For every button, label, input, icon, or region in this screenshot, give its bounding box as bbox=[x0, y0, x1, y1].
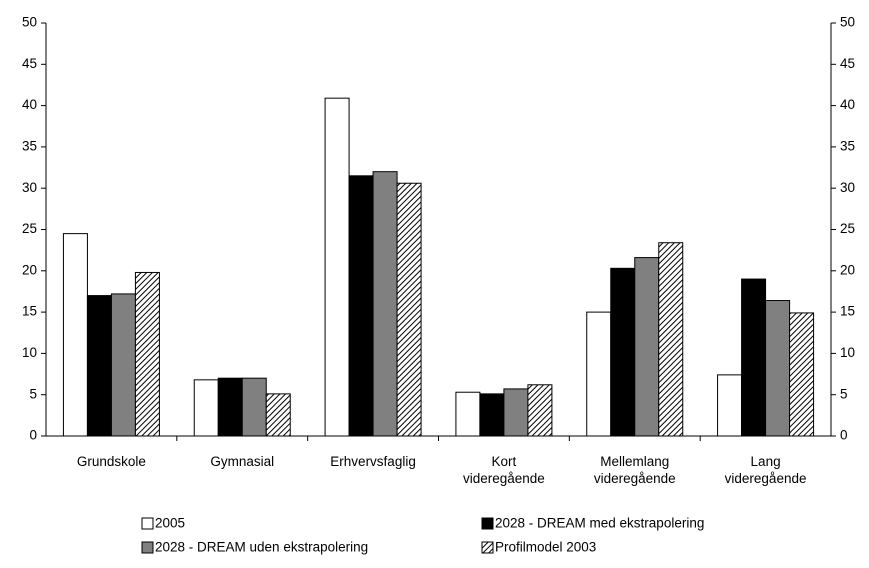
y2-tick-label: 15 bbox=[840, 304, 855, 319]
legend-marker bbox=[481, 517, 494, 530]
bar bbox=[527, 384, 553, 437]
bar bbox=[372, 171, 398, 437]
legend-label: 2005 bbox=[155, 516, 185, 531]
legend-label: Profilmodel 2003 bbox=[495, 540, 596, 555]
bar bbox=[217, 377, 243, 437]
legend-marker bbox=[141, 541, 154, 554]
bar bbox=[348, 175, 374, 437]
bar bbox=[789, 312, 815, 437]
y-tick-label: 50 bbox=[22, 15, 37, 30]
bar bbox=[396, 182, 422, 437]
bar bbox=[503, 388, 529, 437]
bar bbox=[193, 379, 219, 437]
y-tick-label: 15 bbox=[22, 304, 37, 319]
legend-marker bbox=[141, 517, 154, 530]
bar bbox=[634, 257, 660, 437]
x-tick-label: Erhvervsfaglig bbox=[330, 454, 416, 469]
legend-label: 2028 - DREAM uden ekstrapolering bbox=[155, 540, 368, 555]
y-tick-label: 35 bbox=[22, 138, 37, 153]
y2-tick-label: 50 bbox=[840, 15, 855, 30]
y-tick-label: 30 bbox=[22, 180, 37, 195]
legend-marker bbox=[481, 541, 494, 554]
x-tick-label: Mellemlang videregående bbox=[594, 454, 676, 486]
y2-tick-label: 35 bbox=[840, 138, 855, 153]
y-tick-label: 25 bbox=[22, 221, 37, 236]
bar bbox=[455, 391, 481, 437]
bar bbox=[134, 271, 160, 437]
y2-tick-label: 0 bbox=[840, 428, 848, 443]
y2-tick-label: 25 bbox=[840, 221, 855, 236]
bar bbox=[658, 242, 684, 437]
bar bbox=[717, 374, 743, 437]
bar bbox=[765, 300, 791, 437]
y-tick-label: 5 bbox=[29, 386, 37, 401]
y-tick-label: 45 bbox=[22, 56, 37, 71]
x-tick-label: Kort videregående bbox=[463, 454, 545, 486]
bar bbox=[741, 278, 767, 437]
y-tick-label: 10 bbox=[22, 345, 37, 360]
bar bbox=[479, 393, 505, 437]
y2-tick-label: 10 bbox=[840, 345, 855, 360]
x-tick-label: Gymnasial bbox=[210, 454, 274, 469]
bar bbox=[610, 267, 636, 437]
bar bbox=[86, 295, 112, 437]
y2-tick-label: 5 bbox=[840, 386, 848, 401]
bar bbox=[265, 393, 291, 437]
y2-tick-label: 40 bbox=[840, 97, 855, 112]
bar bbox=[586, 311, 612, 437]
bar bbox=[241, 377, 267, 437]
y-tick-label: 0 bbox=[29, 428, 37, 443]
y-tick-label: 20 bbox=[22, 262, 37, 277]
y2-tick-label: 45 bbox=[840, 56, 855, 71]
x-tick-label: Lang videregående bbox=[725, 454, 807, 486]
bar bbox=[110, 293, 136, 437]
x-tick-label: Grundskole bbox=[77, 454, 146, 469]
legend-label: 2028 - DREAM med ekstrapolering bbox=[495, 516, 704, 531]
y2-tick-label: 20 bbox=[840, 262, 855, 277]
y-tick-label: 40 bbox=[22, 97, 37, 112]
bar bbox=[324, 97, 350, 437]
y2-tick-label: 30 bbox=[840, 180, 855, 195]
bar bbox=[62, 233, 88, 437]
